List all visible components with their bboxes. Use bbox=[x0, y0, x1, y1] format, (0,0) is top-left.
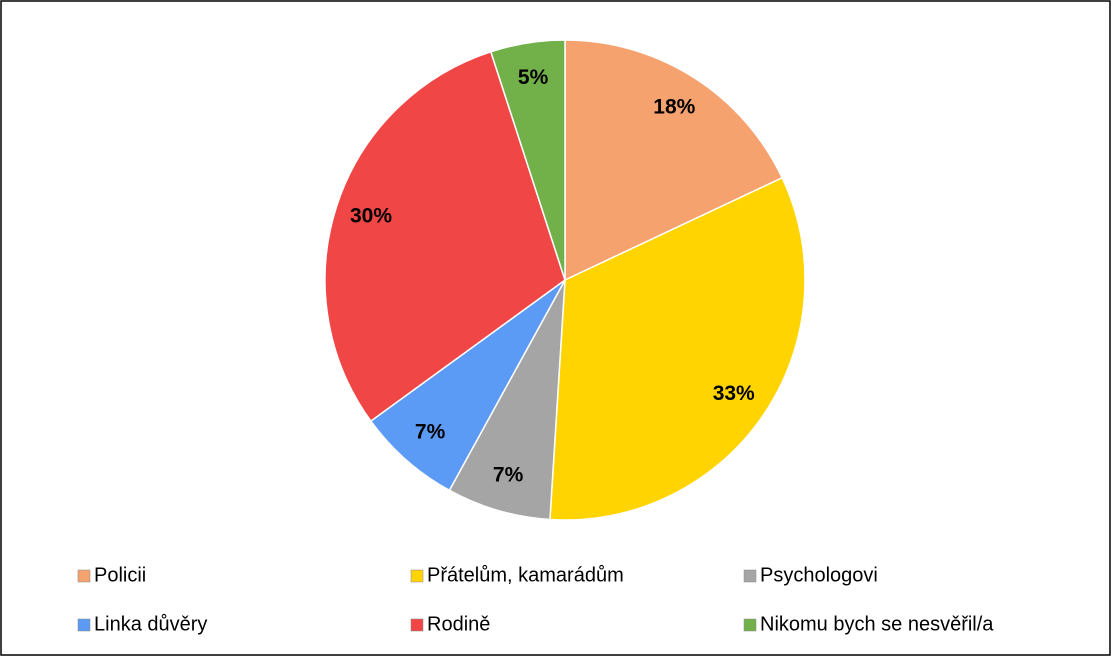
data-label: 7% bbox=[415, 421, 446, 444]
pie-slice bbox=[448, 279, 566, 521]
legend-label: Linka důvěry bbox=[94, 613, 207, 635]
pie-slice bbox=[549, 176, 806, 521]
data-label: 18% bbox=[653, 95, 695, 118]
pie-slice bbox=[369, 279, 566, 492]
data-label: 5% bbox=[518, 66, 549, 89]
legend-swatch bbox=[410, 618, 424, 632]
legend-label: Policii bbox=[94, 564, 146, 586]
legend-label: Přátelům, kamarádům bbox=[427, 564, 624, 586]
legend-label: Rodině bbox=[427, 613, 490, 635]
legend-swatch bbox=[77, 569, 91, 583]
data-label: 33% bbox=[713, 382, 755, 405]
pie-slice bbox=[489, 39, 566, 281]
legend-label: Nikomu bych se nesvěřil/a bbox=[760, 613, 994, 635]
data-label: 30% bbox=[350, 205, 392, 228]
legend-label: Psychologovi bbox=[760, 564, 878, 586]
legend-swatch bbox=[743, 569, 757, 583]
pie-slice bbox=[564, 39, 784, 282]
pie-slice bbox=[324, 50, 566, 423]
legend-swatch bbox=[77, 618, 91, 632]
legend-swatch bbox=[743, 618, 757, 632]
data-label: 7% bbox=[493, 463, 524, 486]
legend-swatch bbox=[410, 569, 424, 583]
